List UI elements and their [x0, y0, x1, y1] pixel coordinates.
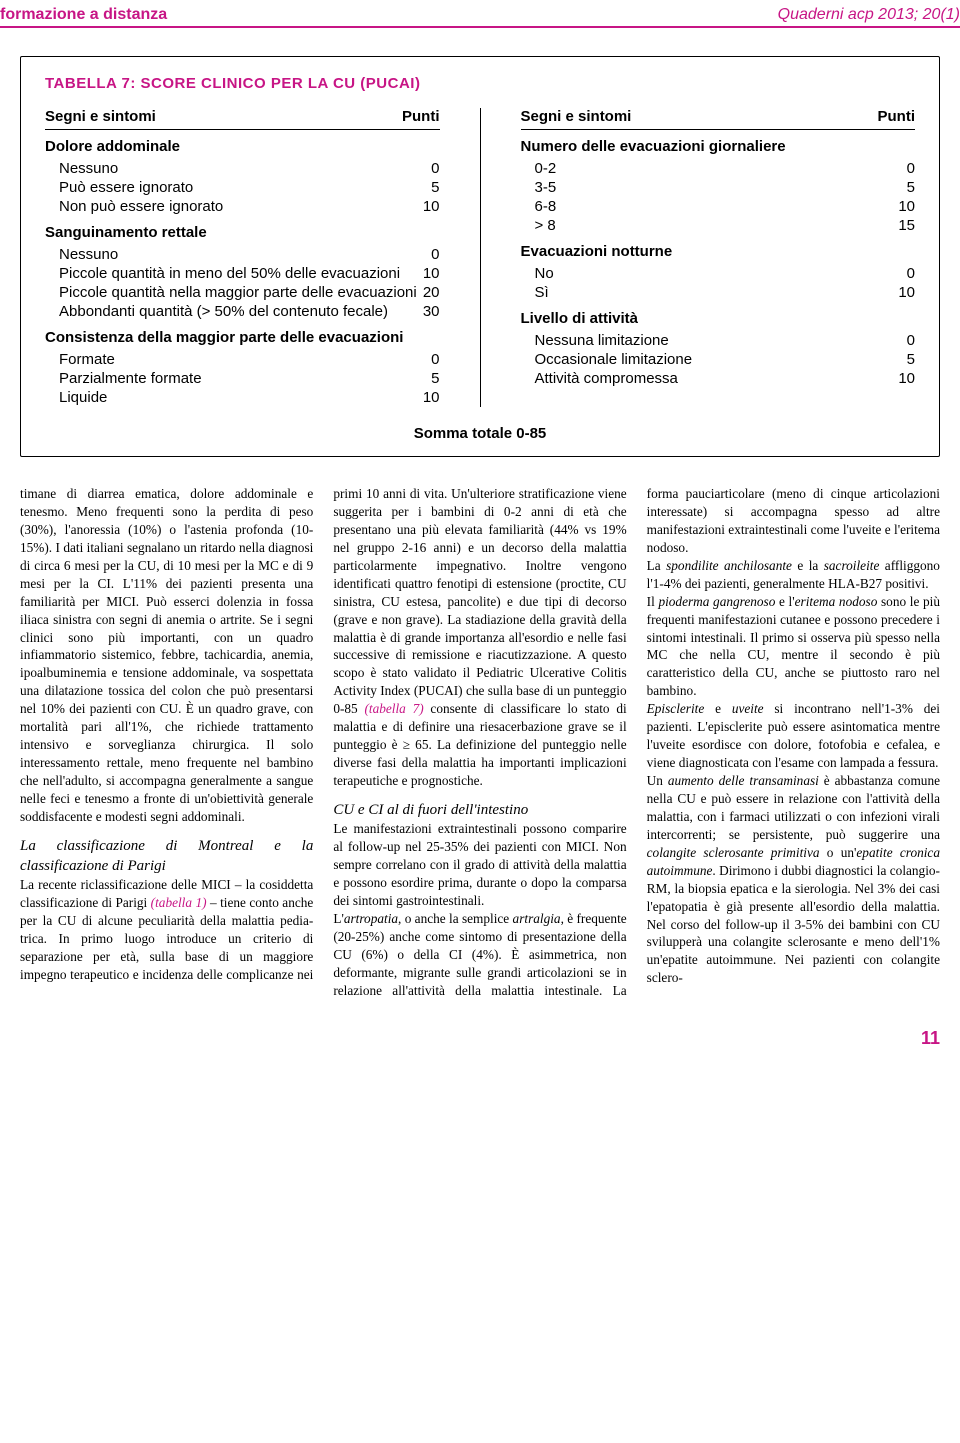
- para: Episclerite e uveite si incontrano nel­l…: [647, 700, 940, 772]
- subheading: CU e CI al di fuori dell'intestino: [333, 800, 626, 820]
- row-label: Nessuna limitazione: [535, 332, 669, 349]
- row-label: 6-8: [535, 198, 557, 215]
- row-points: 30: [423, 303, 440, 320]
- section-name: formazione a distanza: [0, 6, 167, 24]
- table-sum: Somma totale 0-85: [45, 425, 915, 442]
- table-row: Sì 10: [521, 283, 916, 302]
- page-number: 11: [0, 1000, 960, 1059]
- table-section: Sanguinamento rettale: [45, 224, 440, 241]
- row-points: 0: [907, 160, 915, 177]
- row-points: 10: [898, 198, 915, 215]
- table-row: Nessuno 0: [45, 245, 440, 264]
- row-points: 10: [898, 370, 915, 387]
- row-label: No: [535, 265, 554, 282]
- row-points: 10: [423, 198, 440, 215]
- row-label: Nessuno: [59, 160, 118, 177]
- row-label: Occasionale limitazione: [535, 351, 693, 368]
- journal-issue: Quaderni acp 2013; 20(1): [778, 6, 960, 24]
- row-label: Piccole quantità nella maggior parte del…: [59, 284, 417, 301]
- row-label: 0-2: [535, 160, 557, 177]
- table-row: Non può essere ignorato 10: [45, 197, 440, 216]
- table-section: Numero delle evacuazioni giornaliere: [521, 138, 916, 155]
- table-left-column: Segni e sintomi Punti Dolore addominale N…: [45, 108, 440, 407]
- table-7: Tabella 7: score clinico per la CU (PUCA…: [20, 56, 940, 457]
- row-points: 0: [431, 246, 439, 263]
- table-row: Abbondanti quantità (> 50% del contenuto…: [45, 302, 440, 321]
- row-points: 0: [907, 332, 915, 349]
- table-row: Parzialmente formate 5: [45, 369, 440, 388]
- row-label: 3-5: [535, 179, 557, 196]
- table-ref: (tabella 7): [364, 701, 423, 716]
- row-label: Sì: [535, 284, 549, 301]
- row-label: Parzialmente formate: [59, 370, 202, 387]
- row-label: Liquide: [59, 389, 107, 406]
- col-head-label: Segni e sintomi: [45, 108, 156, 125]
- row-points: 20: [423, 284, 440, 301]
- table-row: Attività compromessa 10: [521, 369, 916, 388]
- row-points: 5: [907, 179, 915, 196]
- para: timane di diarrea ematica, dolore addo­m…: [20, 485, 313, 826]
- para: Le manifestazioni extraintestinali posso…: [333, 820, 626, 910]
- table-section: Consistenza della maggior parte delle ev…: [45, 329, 440, 346]
- table-title: Tabella 7: score clinico per la CU (PUCA…: [45, 75, 915, 92]
- row-points: 0: [907, 265, 915, 282]
- para: Il pioderma gangrenoso e l'eritema no­do…: [647, 593, 940, 701]
- row-label: Non può essere ignorato: [59, 198, 223, 215]
- table-row: Piccole quantità in meno del 50% delle e…: [45, 264, 440, 283]
- table-row: Liquide 10: [45, 388, 440, 407]
- col-head-points: Punti: [878, 108, 916, 125]
- table-divider: [480, 108, 481, 407]
- row-label: Attività compromessa: [535, 370, 678, 387]
- table-right-column: Segni e sintomi Punti Numero delle evacu…: [521, 108, 916, 407]
- row-points: 10: [423, 389, 440, 406]
- table-row: Formate 0: [45, 350, 440, 369]
- table-ref: (tabella 1): [151, 895, 207, 910]
- row-label: > 8: [535, 217, 556, 234]
- row-label: Formate: [59, 351, 115, 368]
- table-section: Livello di attività: [521, 310, 916, 327]
- table-row: Occasionale limitazione 5: [521, 350, 916, 369]
- table-row: 6-8 10: [521, 197, 916, 216]
- table-section: Dolore addominale: [45, 138, 440, 155]
- table-section: Evacuazioni notturne: [521, 243, 916, 260]
- table-row: > 8 15: [521, 216, 916, 235]
- row-points: 15: [898, 217, 915, 234]
- row-points: 10: [898, 284, 915, 301]
- table-row: Può essere ignorato 5: [45, 178, 440, 197]
- row-label: Abbondanti quantità (> 50% del contenuto…: [59, 303, 388, 320]
- article-body: timane di diarrea ematica, dolore addo­m…: [0, 485, 960, 1000]
- row-points: 10: [423, 265, 440, 282]
- running-header: formazione a distanza Quaderni acp 2013;…: [0, 0, 960, 28]
- row-points: 5: [907, 351, 915, 368]
- row-label: Piccole quantità in meno del 50% delle e…: [59, 265, 400, 282]
- row-points: 0: [431, 160, 439, 177]
- subheading: La classificazione di Montreal e la clas…: [20, 836, 313, 877]
- row-points: 5: [431, 179, 439, 196]
- col-head-label: Segni e sintomi: [521, 108, 632, 125]
- table-row: Piccole quantità nella maggior parte del…: [45, 283, 440, 302]
- table-row: 3-5 5: [521, 178, 916, 197]
- table-row: Nessuna limitazione 0: [521, 331, 916, 350]
- para: Un aumento delle transaminasi è abba­sta…: [647, 772, 940, 987]
- row-points: 5: [431, 370, 439, 387]
- table-row: No 0: [521, 264, 916, 283]
- row-points: 0: [431, 351, 439, 368]
- para: La spondilite anchilosante e la sacroile…: [647, 557, 940, 593]
- table-row: 0-2 0: [521, 159, 916, 178]
- col-head-points: Punti: [402, 108, 440, 125]
- row-label: Può essere ignorato: [59, 179, 193, 196]
- row-label: Nessuno: [59, 246, 118, 263]
- table-row: Nessuno 0: [45, 159, 440, 178]
